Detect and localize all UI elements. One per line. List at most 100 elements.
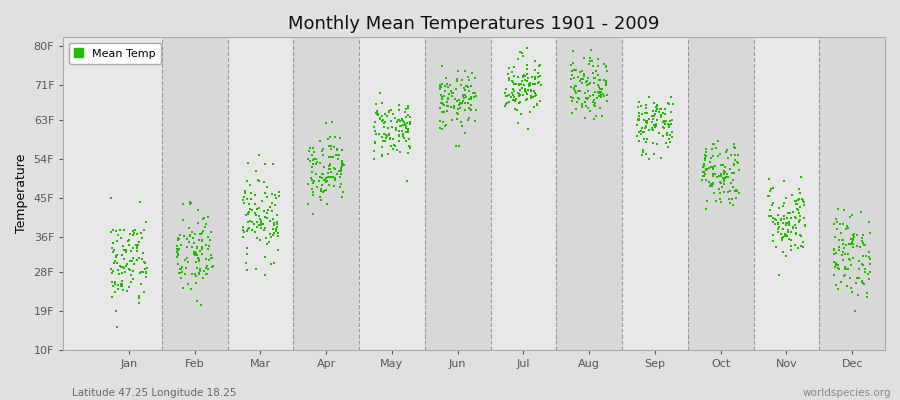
Point	[501, 76, 516, 82]
Point	[328, 152, 343, 158]
Point	[105, 270, 120, 277]
Point	[523, 82, 537, 88]
Point	[724, 196, 739, 203]
Point	[582, 92, 597, 99]
Point	[306, 210, 320, 217]
Point	[717, 169, 732, 176]
Point	[377, 120, 392, 126]
Point	[328, 175, 342, 182]
Point	[583, 80, 598, 86]
Point	[708, 144, 723, 151]
Point	[661, 144, 675, 150]
Point	[239, 260, 254, 266]
Point	[784, 247, 798, 253]
Point	[178, 256, 193, 263]
Point	[329, 146, 344, 152]
Point	[721, 188, 735, 195]
Point	[703, 183, 717, 189]
Point	[433, 82, 447, 88]
Point	[131, 242, 146, 249]
Point	[198, 256, 212, 262]
Point	[315, 146, 329, 152]
Point	[527, 93, 542, 99]
Point	[858, 269, 872, 275]
Point	[390, 119, 404, 126]
Point	[843, 235, 858, 242]
Point	[175, 265, 189, 272]
Point	[131, 294, 146, 301]
Point	[589, 68, 603, 74]
Bar	[819, 37, 885, 350]
Point	[388, 114, 402, 121]
Point	[381, 151, 395, 158]
Point	[236, 224, 250, 230]
Point	[450, 106, 464, 112]
Point	[567, 67, 581, 74]
Point	[269, 195, 284, 201]
Point	[130, 242, 145, 248]
Point	[169, 254, 184, 260]
Point	[137, 259, 151, 265]
Point	[176, 285, 190, 291]
Point	[462, 88, 476, 95]
Point	[855, 232, 869, 238]
Point	[302, 200, 316, 207]
Point	[119, 263, 133, 269]
Point	[316, 189, 330, 195]
Point	[831, 286, 845, 292]
Point	[328, 165, 342, 172]
Point	[181, 259, 195, 265]
Point	[599, 77, 614, 84]
Point	[367, 148, 382, 154]
Point	[120, 260, 134, 267]
Point	[599, 92, 614, 98]
Point	[305, 152, 320, 158]
Point	[639, 120, 653, 126]
Point	[374, 90, 388, 96]
Point	[436, 93, 451, 100]
Point	[400, 120, 415, 126]
Point	[711, 138, 725, 144]
Point	[243, 182, 257, 188]
Point	[855, 280, 869, 286]
Point	[267, 230, 282, 236]
Point	[508, 73, 522, 80]
Point	[462, 105, 476, 111]
Point	[653, 105, 668, 112]
Point	[658, 111, 672, 118]
Point	[195, 251, 210, 257]
Point	[659, 118, 673, 124]
Point	[502, 65, 517, 72]
Point	[170, 251, 184, 257]
Point	[186, 249, 201, 255]
Point	[110, 323, 124, 330]
Point	[454, 76, 469, 83]
Point	[707, 162, 722, 169]
Point	[791, 196, 806, 203]
Point	[320, 170, 335, 176]
Point	[378, 111, 392, 118]
Point	[131, 293, 146, 299]
Point	[565, 98, 580, 104]
Point	[775, 249, 789, 255]
Point	[567, 75, 581, 81]
Point	[526, 94, 540, 100]
Point	[589, 113, 603, 120]
Point	[383, 143, 398, 149]
Point	[846, 236, 860, 242]
Point	[766, 238, 780, 244]
Point	[524, 86, 538, 93]
Point	[106, 240, 121, 246]
Point	[241, 208, 256, 215]
Point	[778, 220, 793, 226]
Point	[309, 161, 323, 167]
Point	[766, 219, 780, 225]
Point	[122, 231, 137, 238]
Point	[461, 117, 475, 123]
Point	[714, 199, 728, 206]
Point	[788, 214, 803, 221]
Point	[590, 72, 605, 78]
Bar	[359, 37, 425, 350]
Point	[580, 96, 594, 102]
Point	[836, 257, 850, 263]
